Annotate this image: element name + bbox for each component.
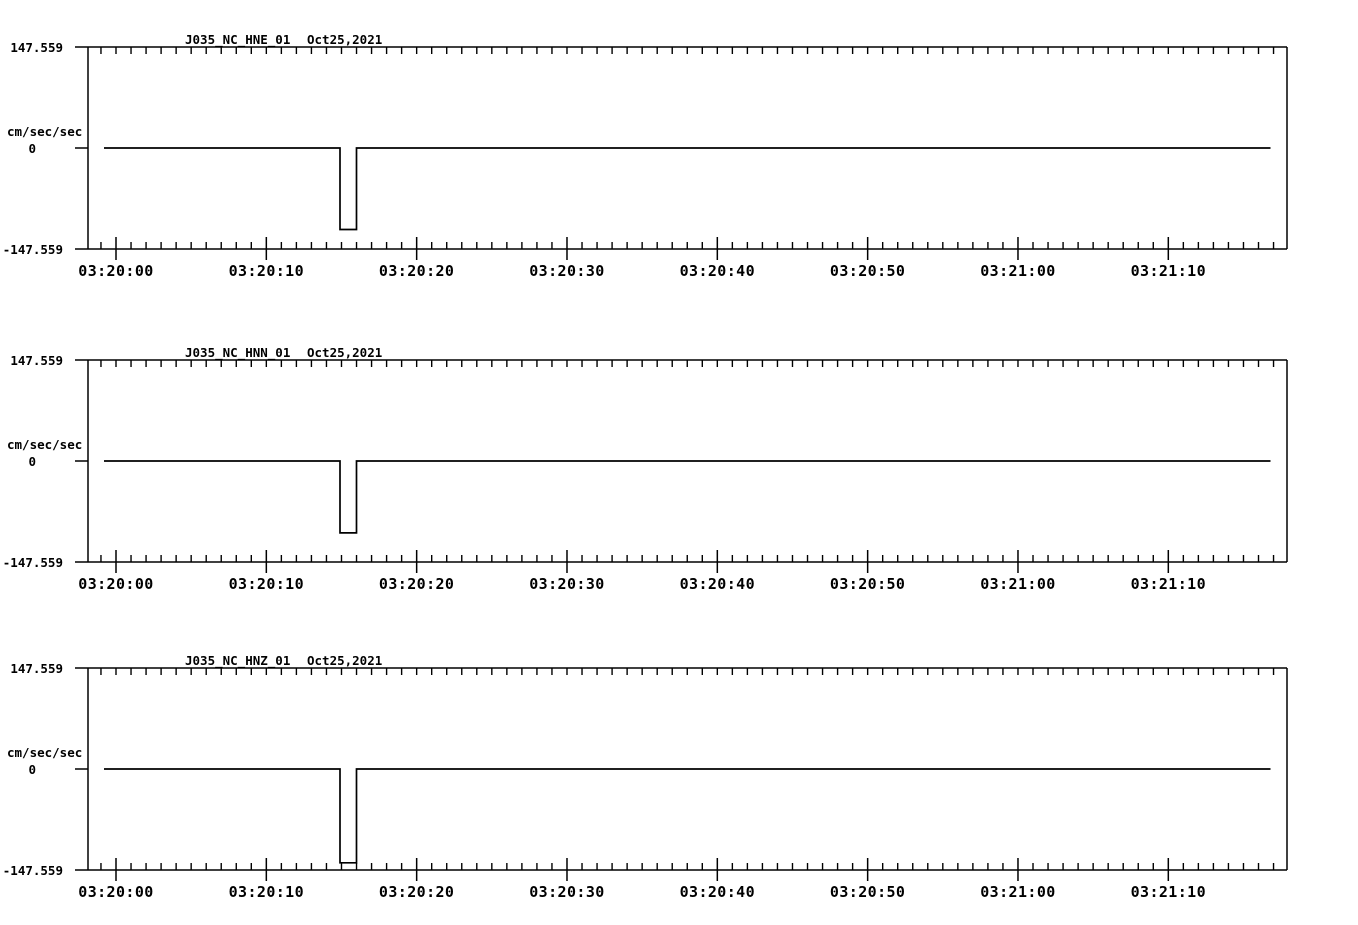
panel-date: Oct25,2021 xyxy=(307,32,382,47)
x-tick-label: 03:21:00 xyxy=(980,883,1055,901)
seismogram-plot: 03:20:00 03:20:10 03:20:20 03:20:30 03:20:40… xyxy=(3,32,1288,280)
x-tick-label: 03:20:30 xyxy=(529,883,604,901)
x-tick-label: 03:20:00 xyxy=(78,575,153,593)
x-tick-label: 03:20:20 xyxy=(379,883,454,901)
x-tick-label: 03:20:10 xyxy=(229,575,304,593)
x-tick-label: 03:20:10 xyxy=(229,262,304,280)
x-tick-label: 03:20:00 xyxy=(78,262,153,280)
x-tick-label: 03:21:00 xyxy=(980,575,1055,593)
x-tick-label: 03:20:40 xyxy=(680,575,755,593)
x-tick-label: 03:20:50 xyxy=(830,262,905,280)
x-tick-label: 03:20:10 xyxy=(229,883,304,901)
y-max-label: 147.559 xyxy=(10,40,63,55)
y-zero-label: 0 xyxy=(28,141,36,156)
y-units-label: cm/sec/sec xyxy=(7,437,82,452)
x-tick-label: 03:20:50 xyxy=(830,883,905,901)
y-units-label: cm/sec/sec xyxy=(7,124,82,139)
y-zero-label: 0 xyxy=(28,762,36,777)
panel-title: J035_NC_HNZ_01 xyxy=(185,653,290,669)
x-tick-label: 03:20:40 xyxy=(680,262,755,280)
x-tick-label: 03:20:30 xyxy=(529,575,604,593)
panel-title: J035_NC_HNE_01 xyxy=(185,32,290,48)
x-tick-label: 03:20:40 xyxy=(680,883,755,901)
y-min-label: -147.559 xyxy=(3,863,63,878)
waveform-trace xyxy=(104,768,1271,864)
x-tick-label: 03:20:20 xyxy=(379,262,454,280)
x-tick-label: 03:20:00 xyxy=(78,883,153,901)
x-tick-label: 03:20:50 xyxy=(830,575,905,593)
y-min-label: -147.559 xyxy=(3,555,63,570)
x-tick-label: 03:20:30 xyxy=(529,262,604,280)
y-min-label: -147.559 xyxy=(3,242,63,257)
y-zero-label: 0 xyxy=(28,454,36,469)
x-tick-label: 03:20:20 xyxy=(379,575,454,593)
y-max-label: 147.559 xyxy=(10,353,63,368)
waveform-trace xyxy=(104,460,1271,534)
seismogram-plot: 03:20:00 03:20:10 03:20:20 03:20:30 03:20:40… xyxy=(3,345,1288,593)
panel-date: Oct25,2021 xyxy=(307,345,382,360)
seismogram-panel-hne: 03:20:00 03:20:10 03:20:20 03:20:30 03:20:40… xyxy=(0,0,1358,300)
x-tick-label: 03:21:10 xyxy=(1131,883,1206,901)
seismogram-plot: 03:20:00 03:20:10 03:20:20 03:20:30 03:20:40… xyxy=(3,653,1288,901)
x-tick-label: 03:21:10 xyxy=(1131,575,1206,593)
seismogram-panel-hnn: 03:20:00 03:20:10 03:20:20 03:20:30 03:20:40… xyxy=(0,313,1358,613)
seismogram-panel-hnz: 03:20:00 03:20:10 03:20:20 03:20:30 03:20:40… xyxy=(0,621,1358,921)
x-tick-label: 03:21:00 xyxy=(980,262,1055,280)
panel-date: Oct25,2021 xyxy=(307,653,382,668)
y-units-label: cm/sec/sec xyxy=(7,745,82,760)
panel-title: J035_NC_HNN_01 xyxy=(185,345,290,361)
x-tick-label: 03:21:10 xyxy=(1131,262,1206,280)
waveform-trace xyxy=(104,147,1271,231)
y-max-label: 147.559 xyxy=(10,661,63,676)
